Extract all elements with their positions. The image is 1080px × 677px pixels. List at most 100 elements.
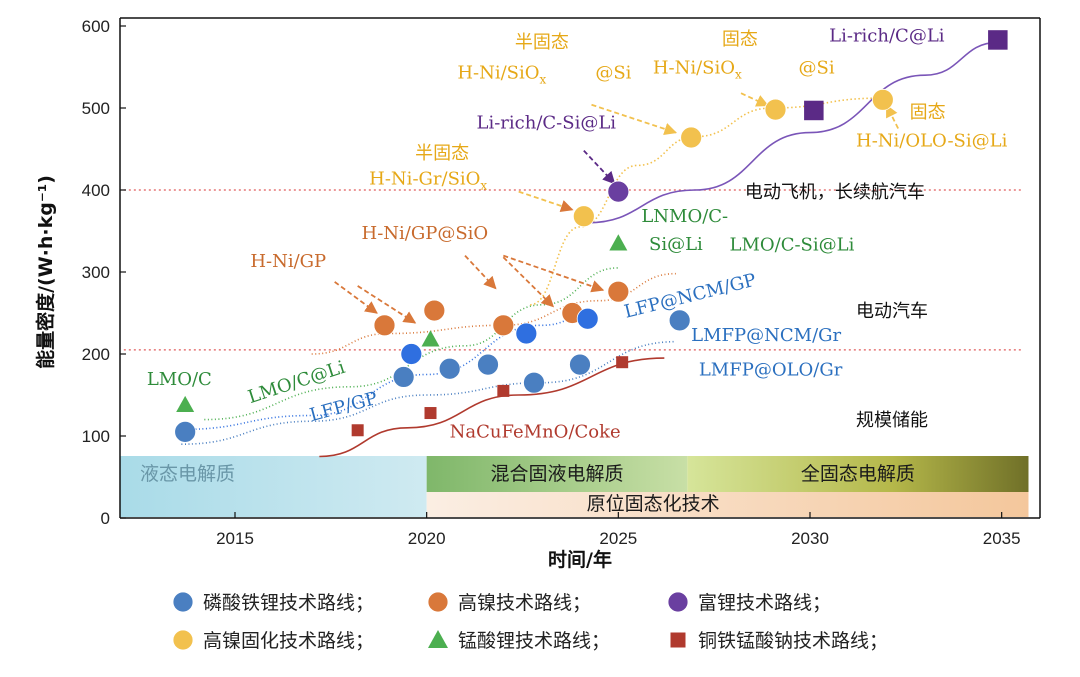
annotation-arrow [740, 92, 769, 107]
legend-marker [667, 591, 689, 613]
data-point [607, 180, 630, 203]
data-point [668, 309, 691, 332]
annotation-arrow [591, 103, 678, 136]
data-point [607, 280, 630, 303]
route-annotation: H-Ni/SiOx [653, 58, 742, 82]
data-point [680, 126, 703, 149]
lfp-trend-line [181, 340, 676, 445]
y-tick-label: 0 [101, 509, 110, 528]
legend-marker [172, 591, 194, 613]
subscript-x: x [735, 68, 742, 82]
data-point [421, 330, 440, 347]
route-annotation: NaCuFeMnO/Coke [450, 422, 621, 443]
electrolyte-band-label: 液态电解质 [140, 463, 235, 485]
electrolyte-band-label: 原位固态化技术 [587, 493, 720, 515]
data-points [174, 30, 1008, 443]
annotation-arrow [583, 150, 616, 185]
legend-marker [172, 629, 194, 651]
route-annotation: 半固态 [515, 32, 569, 53]
annotation-arrow [357, 285, 417, 324]
y-tick-label: 200 [82, 345, 110, 364]
route-annotation: H-Ni-Gr/SiOx [369, 168, 487, 192]
x-tick-label: 2020 [408, 529, 446, 548]
route-annotation: LFP@NCM/GP [622, 270, 758, 323]
y-axis-title: 能量密度/(W·h·kg⁻¹) [34, 175, 57, 369]
route-annotation: 固态 [722, 29, 758, 50]
data-point [477, 353, 499, 376]
trend-lines [181, 41, 998, 458]
subscript-x: x [540, 72, 547, 86]
application-label: 电动飞机，长续航汽车 [745, 182, 925, 203]
data-point [351, 424, 364, 437]
annotation-arrow [518, 190, 574, 213]
legend-label: 锰酸锂技术路线； [458, 630, 610, 652]
data-point [764, 98, 787, 121]
y-tick-label: 600 [82, 17, 110, 36]
route-annotations: LMO/C LMO/C@LiLFP/GPNaCuFeMnO/CokeLMFP@NC… [147, 26, 1008, 443]
legend-label: 高镍技术路线； [458, 592, 591, 614]
x-tick-label: 2015 [216, 529, 254, 548]
annotation-arrow [503, 254, 605, 293]
axes: 0 100 200 300 400 500 600 2015 2020 2025 2030 2035 时… [34, 17, 1041, 571]
data-point [804, 100, 824, 121]
application-label: 规模储能 [856, 410, 928, 431]
route-annotation: H-Ni/OLO-Si@Li [856, 131, 1008, 152]
legend-marker [427, 591, 449, 613]
data-point [871, 88, 894, 111]
data-point [423, 299, 446, 322]
annotation-arrow [885, 104, 899, 129]
route-annotation: LMFP@OLO/Gr [699, 359, 843, 380]
subscript-x: x [480, 178, 487, 192]
route-annotation: LFP/GP [308, 388, 380, 426]
data-point [176, 395, 195, 413]
route-annotation: @Si [595, 62, 631, 83]
route-annotation: H-Ni/GP [250, 251, 326, 272]
data-point [616, 356, 629, 369]
application-label: 电动汽车 [856, 301, 928, 322]
data-point [572, 205, 595, 228]
sodium-trend-line [319, 357, 665, 458]
y-tick-label: 300 [82, 263, 110, 282]
data-point [400, 343, 423, 365]
data-point [174, 420, 197, 443]
annotation-arrow [464, 254, 497, 290]
electrolyte-band [687, 456, 1029, 492]
x-tick-label: 2035 [983, 529, 1021, 548]
route-annotation: LMO/C [147, 369, 212, 390]
electrolyte-band [426, 456, 688, 492]
legend-label: 铜铁锰酸钠技术路线； [698, 630, 888, 652]
legend-label: 磷酸铁锂技术路线； [203, 592, 374, 614]
lmo-trend-line [204, 267, 619, 421]
data-point [515, 322, 538, 345]
data-point [576, 307, 599, 330]
data-point [492, 314, 515, 337]
route-annotation: 固态 [910, 102, 946, 123]
legend-marker [670, 632, 686, 648]
data-point [392, 366, 415, 388]
data-point [497, 384, 510, 397]
x-tick-label: 2025 [599, 529, 637, 548]
data-point [424, 407, 437, 420]
route-annotation: Li-rich/C-Si@Li [477, 113, 617, 134]
x-tick-label: 2030 [791, 529, 829, 548]
legend-label: 高镍固化技术路线； [203, 630, 374, 652]
route-annotation: LNMO/C- [641, 206, 728, 227]
electrolyte-band-label: 全固态电解质 [801, 463, 915, 485]
legend: 磷酸铁锂技术路线； 高镍技术路线； 富锂技术路线； 高镍固化技术路线； 锰酸锂技术路线；… [172, 591, 888, 652]
data-point [609, 234, 628, 251]
data-point [373, 314, 396, 337]
data-point [569, 353, 591, 376]
data-point [988, 30, 1008, 50]
y-tick-label: 100 [82, 427, 110, 446]
x-axis-title: 时间/年 [548, 548, 612, 571]
electrolyte-band-label: 混合固液电解质 [490, 463, 623, 485]
route-annotation: H-Ni/GP@SiO [362, 223, 489, 244]
data-point [523, 371, 545, 394]
solidified-trend-line [530, 97, 880, 306]
route-annotation: H-Ni/SiOx [457, 62, 546, 86]
data-point [438, 357, 461, 380]
legend-marker [428, 630, 448, 648]
